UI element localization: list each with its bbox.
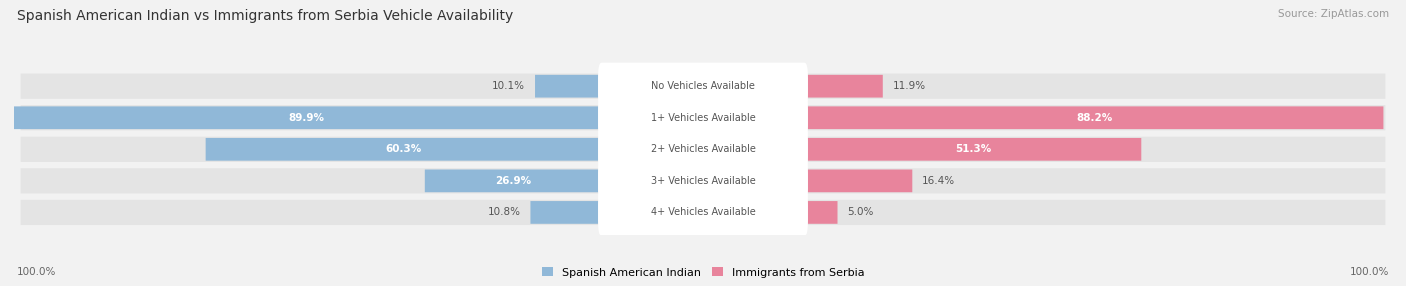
Text: 3+ Vehicles Available: 3+ Vehicles Available <box>651 176 755 186</box>
FancyBboxPatch shape <box>11 106 602 129</box>
Text: 1+ Vehicles Available: 1+ Vehicles Available <box>651 113 755 123</box>
FancyBboxPatch shape <box>804 75 883 98</box>
FancyBboxPatch shape <box>21 200 1385 225</box>
Text: Spanish American Indian vs Immigrants from Serbia Vehicle Availability: Spanish American Indian vs Immigrants fr… <box>17 9 513 23</box>
FancyBboxPatch shape <box>804 106 1384 129</box>
Text: 100.0%: 100.0% <box>1350 267 1389 277</box>
FancyBboxPatch shape <box>598 189 808 236</box>
Text: 5.0%: 5.0% <box>848 207 873 217</box>
FancyBboxPatch shape <box>598 63 808 110</box>
FancyBboxPatch shape <box>21 168 1385 194</box>
FancyBboxPatch shape <box>530 201 602 224</box>
Text: 26.9%: 26.9% <box>495 176 531 186</box>
FancyBboxPatch shape <box>425 170 602 192</box>
FancyBboxPatch shape <box>21 137 1385 162</box>
FancyBboxPatch shape <box>804 170 912 192</box>
Text: 60.3%: 60.3% <box>385 144 422 154</box>
FancyBboxPatch shape <box>598 126 808 173</box>
Text: 10.8%: 10.8% <box>488 207 520 217</box>
FancyBboxPatch shape <box>21 105 1385 130</box>
Text: 2+ Vehicles Available: 2+ Vehicles Available <box>651 144 755 154</box>
Text: Source: ZipAtlas.com: Source: ZipAtlas.com <box>1278 9 1389 19</box>
Text: 11.9%: 11.9% <box>893 81 925 91</box>
FancyBboxPatch shape <box>598 157 808 204</box>
FancyBboxPatch shape <box>536 75 602 98</box>
Legend: Spanish American Indian, Immigrants from Serbia: Spanish American Indian, Immigrants from… <box>541 267 865 278</box>
FancyBboxPatch shape <box>804 138 1142 161</box>
Text: No Vehicles Available: No Vehicles Available <box>651 81 755 91</box>
Text: 51.3%: 51.3% <box>955 144 991 154</box>
FancyBboxPatch shape <box>205 138 602 161</box>
Text: 88.2%: 88.2% <box>1076 113 1112 123</box>
Text: 10.1%: 10.1% <box>492 81 526 91</box>
FancyBboxPatch shape <box>598 94 808 141</box>
Text: 4+ Vehicles Available: 4+ Vehicles Available <box>651 207 755 217</box>
Text: 89.9%: 89.9% <box>288 113 325 123</box>
FancyBboxPatch shape <box>804 201 838 224</box>
FancyBboxPatch shape <box>21 74 1385 99</box>
Text: 16.4%: 16.4% <box>922 176 955 186</box>
Text: 100.0%: 100.0% <box>17 267 56 277</box>
